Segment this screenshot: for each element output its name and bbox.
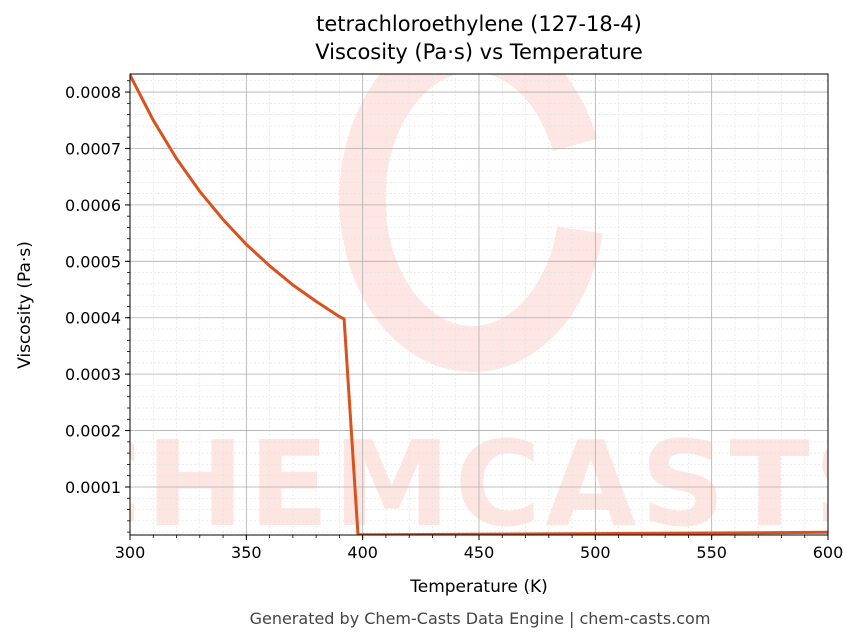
plot-frame bbox=[129, 73, 829, 536]
x-tick-label: 550 bbox=[696, 543, 727, 562]
y-tick-label: 0.0005 bbox=[65, 252, 121, 271]
watermark: CHEMCASTS bbox=[130, 74, 828, 535]
x-tick-label: 400 bbox=[347, 543, 378, 562]
x-tick-label: 600 bbox=[813, 543, 844, 562]
footer-credit: Generated by Chem-Casts Data Engine | ch… bbox=[249, 609, 711, 628]
y-axis-label: Viscosity (Pa·s) bbox=[15, 241, 35, 369]
series-line-viscosity bbox=[130, 74, 828, 535]
y-tick-label: 0.0002 bbox=[65, 422, 121, 441]
chart-title: tetrachloroethylene (127-18-4) bbox=[316, 12, 642, 36]
chart-subtitle: Viscosity (Pa·s) vs Temperature bbox=[315, 40, 643, 64]
x-axis-label: Temperature (K) bbox=[410, 577, 548, 597]
x-tick-label: 450 bbox=[464, 543, 495, 562]
x-tick-label: 500 bbox=[580, 543, 611, 562]
y-tick-label: 0.0007 bbox=[65, 139, 121, 158]
x-tick-label: 350 bbox=[231, 543, 262, 562]
x-tick-label: 300 bbox=[115, 543, 146, 562]
y-tick-label: 0.0003 bbox=[65, 365, 121, 384]
watermark-logo-arc bbox=[339, 74, 603, 372]
y-tick-label: 0.0008 bbox=[65, 83, 121, 102]
y-tick-label: 0.0001 bbox=[65, 478, 121, 497]
y-tick-label: 0.0006 bbox=[65, 196, 121, 215]
y-tick-label: 0.0004 bbox=[65, 309, 121, 328]
